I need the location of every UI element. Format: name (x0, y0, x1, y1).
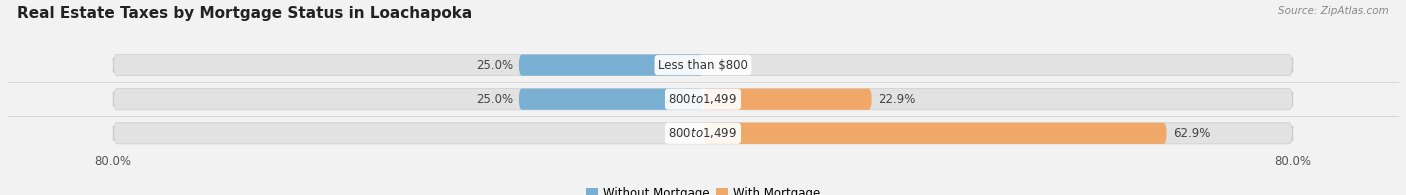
Text: 25.0%: 25.0% (475, 93, 513, 106)
FancyBboxPatch shape (114, 54, 1292, 76)
FancyBboxPatch shape (703, 123, 1167, 144)
Text: 62.9%: 62.9% (1173, 127, 1211, 140)
Text: 0.0%: 0.0% (668, 127, 697, 140)
Text: 25.0%: 25.0% (475, 58, 513, 72)
FancyBboxPatch shape (114, 89, 1292, 110)
FancyBboxPatch shape (114, 123, 1292, 144)
Legend: Without Mortgage, With Mortgage: Without Mortgage, With Mortgage (581, 182, 825, 195)
Text: 0.0%: 0.0% (709, 58, 738, 72)
Text: $800 to $1,499: $800 to $1,499 (668, 92, 738, 106)
Text: $800 to $1,499: $800 to $1,499 (668, 126, 738, 140)
FancyBboxPatch shape (519, 54, 703, 76)
Text: 22.9%: 22.9% (877, 93, 915, 106)
Text: Less than $800: Less than $800 (658, 58, 748, 72)
Text: Source: ZipAtlas.com: Source: ZipAtlas.com (1278, 6, 1389, 16)
Text: Real Estate Taxes by Mortgage Status in Loachapoka: Real Estate Taxes by Mortgage Status in … (17, 6, 472, 21)
FancyBboxPatch shape (703, 89, 872, 110)
FancyBboxPatch shape (519, 89, 703, 110)
